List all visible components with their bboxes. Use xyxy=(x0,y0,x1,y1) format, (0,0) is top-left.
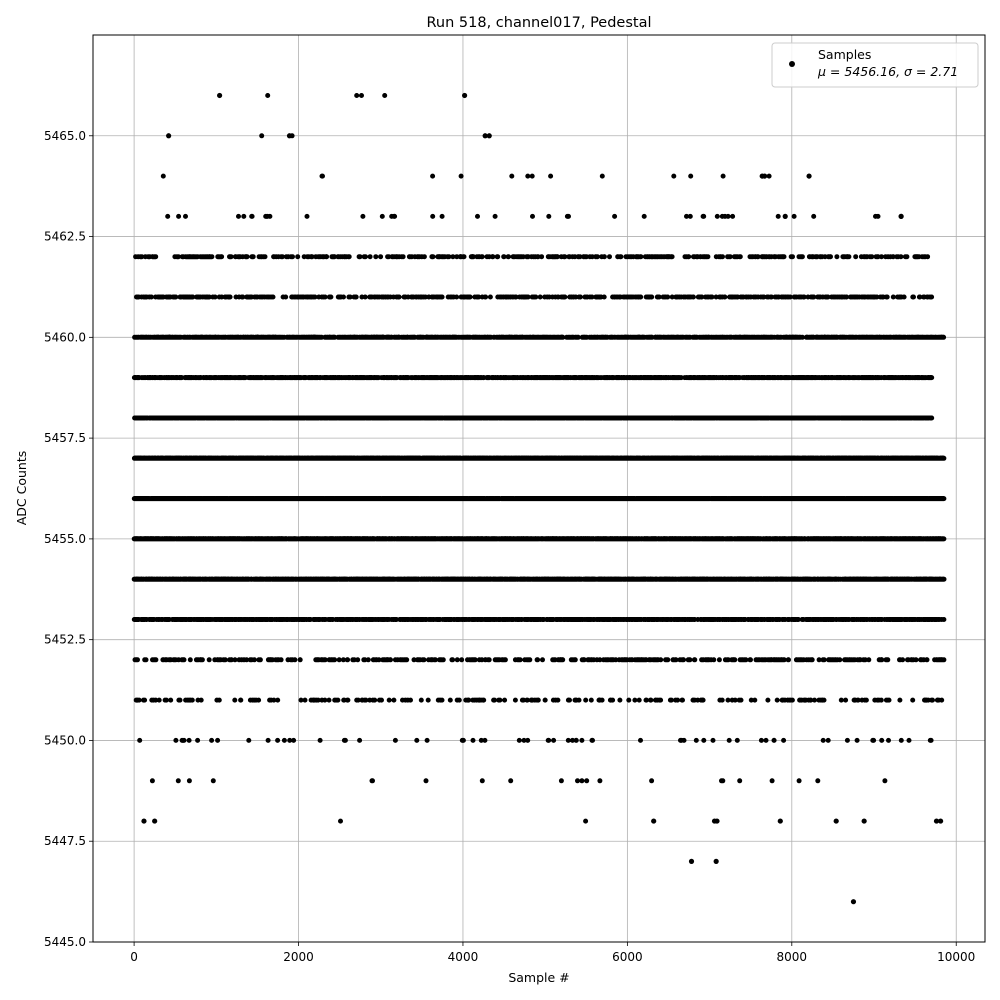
band-5451 xyxy=(133,697,945,703)
legend-box xyxy=(771,42,979,88)
data-point xyxy=(286,133,293,139)
band-5461 xyxy=(134,294,935,300)
band-points xyxy=(134,294,935,300)
y-axis-ticks: 5445.0 5447.5 5450.0 5452.5 5455.0 5457.5 5460… xyxy=(44,129,93,949)
band-5466 xyxy=(265,93,388,98)
y-axis-label: ADC Counts xyxy=(14,451,29,526)
band-points xyxy=(149,778,888,784)
data-point xyxy=(482,133,488,139)
y-tick-label: 5455.0 xyxy=(44,532,86,546)
grid-lines xyxy=(93,35,985,943)
y-tick-label: 5460.0 xyxy=(44,330,86,344)
band-points xyxy=(131,536,947,542)
y-tick-label: 5452.5 xyxy=(44,633,86,647)
band-points xyxy=(137,737,934,743)
band-5459 xyxy=(131,375,935,381)
band-5463 xyxy=(165,213,904,219)
band-points xyxy=(132,415,935,421)
band-points xyxy=(131,496,947,502)
x-axis-label: Sample # xyxy=(508,970,569,985)
x-axis-ticks: 0 2000 4000 6000 8000 10000 xyxy=(130,942,975,964)
band-points xyxy=(165,213,904,219)
band-points xyxy=(133,697,945,703)
data-point xyxy=(933,818,940,824)
data-point xyxy=(688,858,695,864)
band-5452 xyxy=(132,657,947,663)
x-tick-label: 0 xyxy=(130,950,138,964)
band-points xyxy=(131,617,947,623)
data-point xyxy=(850,899,857,905)
band-points xyxy=(131,455,947,461)
y-tick-label: 5445.0 xyxy=(44,935,86,949)
data-point xyxy=(898,213,904,219)
data-point xyxy=(217,92,223,99)
data-point xyxy=(152,818,158,824)
data-point xyxy=(714,818,720,824)
band-5454 xyxy=(131,576,947,582)
legend-stats: μ = 5456.16, σ = 2.71 xyxy=(817,64,958,79)
outlier-points xyxy=(141,92,944,905)
band-5450 xyxy=(137,737,934,743)
data-point xyxy=(762,173,768,179)
x-tick-label: 10000 xyxy=(937,950,975,964)
band-points xyxy=(133,254,931,260)
y-tick-label: 5462.5 xyxy=(44,230,86,244)
x-tick-label: 4000 xyxy=(448,950,479,964)
data-point xyxy=(782,213,788,219)
data-point xyxy=(861,818,867,824)
data-point xyxy=(833,818,839,824)
band-points xyxy=(131,576,947,582)
band-points xyxy=(160,173,772,179)
legend-label: Samples xyxy=(818,47,871,62)
data-point xyxy=(806,173,812,179)
band-5462 xyxy=(133,254,931,260)
data-point xyxy=(461,92,468,99)
y-tick-label: 5457.5 xyxy=(44,431,86,445)
band-5453 xyxy=(131,617,947,623)
y-tick-label: 5450.0 xyxy=(44,733,86,747)
band-points xyxy=(132,334,947,340)
data-point xyxy=(141,818,147,824)
band-5449 xyxy=(149,778,888,784)
data-point xyxy=(713,858,719,864)
band-5460 xyxy=(132,334,947,340)
band-points xyxy=(132,657,947,663)
x-tick-label: 6000 xyxy=(612,950,643,964)
y-tick-label: 5465.0 xyxy=(44,129,86,143)
plot-frame xyxy=(92,34,986,943)
chart-title: Run 518, channel017, Pedestal xyxy=(426,15,651,31)
data-point xyxy=(486,133,492,139)
band-points xyxy=(131,375,935,381)
x-tick-label: 2000 xyxy=(283,950,314,964)
band-points xyxy=(265,93,388,98)
legend: Samples μ = 5456.16, σ = 2.71 xyxy=(771,42,979,88)
band-5455 xyxy=(131,536,947,542)
band-5456 xyxy=(131,496,947,502)
y-tick-label: 5447.5 xyxy=(44,834,86,848)
data-point xyxy=(651,818,657,824)
x-tick-label: 8000 xyxy=(777,950,808,964)
band-5464 xyxy=(160,173,772,179)
data-point xyxy=(166,133,172,139)
band-5458 xyxy=(132,415,935,421)
band-5457 xyxy=(131,455,947,461)
data-point xyxy=(938,818,944,824)
legend-marker xyxy=(789,61,795,67)
data-points xyxy=(131,92,947,905)
data-point xyxy=(777,818,783,824)
